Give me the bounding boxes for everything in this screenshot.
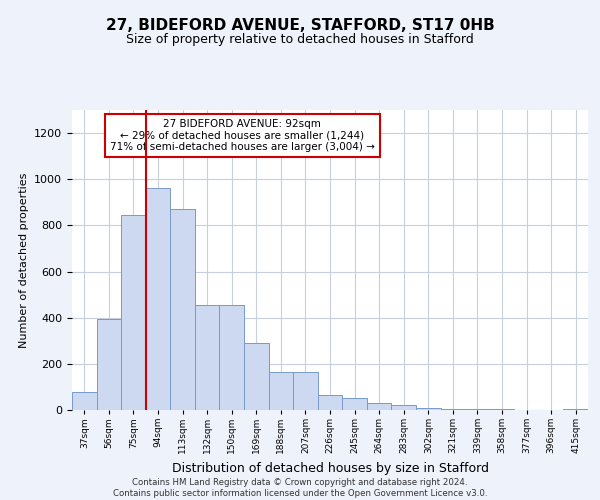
Bar (391, 406, 416, 410)
Bar (563, 409, 588, 410)
Bar (269, 372, 293, 410)
Y-axis label: Number of detached properties: Number of detached properties (19, 172, 29, 348)
X-axis label: Distribution of detached houses by size in Stafford: Distribution of detached houses by size … (172, 462, 488, 474)
Bar (97, 319, 121, 410)
Bar (318, 395, 342, 410)
Bar (293, 372, 318, 410)
Bar (342, 398, 367, 410)
Bar (220, 305, 244, 410)
Bar (195, 305, 220, 410)
Text: 27 BIDEFORD AVENUE: 92sqm
← 29% of detached houses are smaller (1,244)
71% of se: 27 BIDEFORD AVENUE: 92sqm ← 29% of detac… (110, 119, 375, 152)
Bar (440, 409, 465, 410)
Bar (146, 188, 170, 410)
Text: Contains HM Land Registry data © Crown copyright and database right 2024.
Contai: Contains HM Land Registry data © Crown c… (113, 478, 487, 498)
Bar (465, 409, 490, 410)
Bar (72, 392, 97, 410)
Text: 27, BIDEFORD AVENUE, STAFFORD, ST17 0HB: 27, BIDEFORD AVENUE, STAFFORD, ST17 0HB (106, 18, 494, 32)
Bar (416, 408, 440, 410)
Bar (490, 409, 514, 410)
Bar (121, 215, 146, 410)
Text: Size of property relative to detached houses in Stafford: Size of property relative to detached ho… (126, 32, 474, 46)
Bar (367, 403, 391, 410)
Bar (244, 343, 269, 410)
Bar (170, 209, 195, 410)
